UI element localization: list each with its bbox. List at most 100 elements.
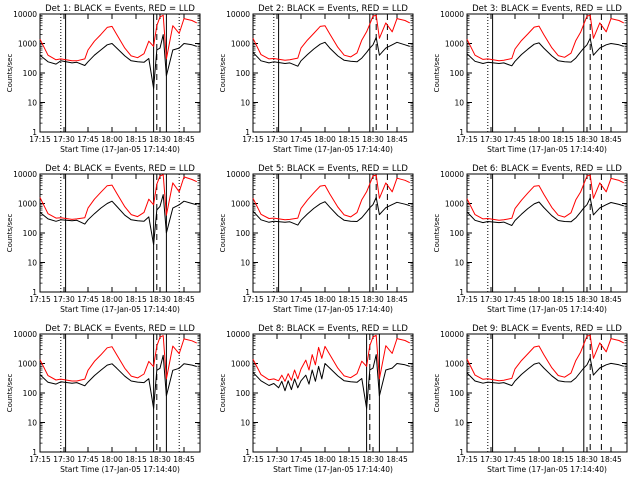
x-tick-label: 18:45 [386, 135, 408, 144]
x-tick-label: 17:30 [266, 455, 288, 464]
y-tick-label: 10000 [13, 330, 37, 339]
x-tick-label: 18:45 [386, 295, 408, 304]
y-tick-label: 1 [245, 128, 250, 137]
x-tick-label: 18:45 [386, 455, 408, 464]
y-tick-label: 1000 [231, 40, 250, 49]
x-tick-label: 18:30 [362, 455, 384, 464]
x-tick-label: 18:15 [338, 295, 360, 304]
x-tick-label: 18:00 [528, 295, 550, 304]
x-tick-label: 18:15 [338, 135, 360, 144]
x-tick-label: 17:45 [290, 455, 312, 464]
series-line-lld [252, 14, 411, 61]
y-axis-label: Counts/sec [433, 374, 441, 413]
x-tick-label: 17:15 [456, 455, 478, 464]
x-tick-label: 18:15 [125, 135, 147, 144]
x-tick-label: 17:30 [266, 135, 288, 144]
series-line-events [39, 194, 197, 246]
x-tick-label: 18:00 [101, 295, 123, 304]
y-tick-label: 100 [23, 389, 38, 398]
x-tick-label: 17:30 [480, 135, 502, 144]
chart-panel: Det 9: BLACK = Events, RED = LLD 1 10 100 10… [433, 324, 628, 474]
x-tick-label: 18:45 [600, 135, 622, 144]
chart-title: Det 9: BLACK = Events, RED = LLD [472, 324, 622, 334]
x-tick-label: 18:00 [314, 135, 336, 144]
y-tick-label: 1000 [18, 40, 37, 49]
y-axis-label: Counts/sec [433, 54, 441, 93]
x-axis-label: Start Time (17-Jan-05 17:14:40) [60, 145, 180, 154]
y-tick-label: 1 [459, 128, 464, 137]
y-axis-label: Counts/sec [6, 214, 14, 253]
chart-panel: Det 7: BLACK = Events, RED = LLD 1 10 100 10… [6, 324, 201, 474]
x-tick-label: 18:30 [149, 135, 171, 144]
series-line-events [252, 354, 410, 409]
x-axis-label: Start Time (17-Jan-05 17:14:40) [273, 145, 393, 154]
x-tick-label: 18:15 [125, 295, 147, 304]
y-axis-label: Counts/sec [219, 374, 227, 413]
series-line-events [252, 37, 410, 67]
chart-panel: Det 2: BLACK = Events, RED = LLD 1 10 100 10… [219, 4, 414, 154]
x-tick-label: 18:00 [314, 455, 336, 464]
x-axis-label: Start Time (17-Jan-05 17:14:40) [487, 305, 607, 314]
x-tick-label: 17:45 [504, 135, 526, 144]
x-tick-label: 17:45 [290, 135, 312, 144]
x-tick-label: 18:30 [576, 455, 598, 464]
y-axis-label: Counts/sec [6, 374, 14, 413]
y-axis-label: Counts/sec [219, 54, 227, 93]
y-tick-label: 1 [32, 448, 37, 457]
x-tick-label: 18:30 [149, 295, 171, 304]
x-tick-label: 18:15 [552, 135, 574, 144]
x-tick-label: 17:15 [29, 455, 51, 464]
series-line-lld [39, 174, 198, 220]
x-tick-label: 17:30 [53, 135, 75, 144]
x-axis-label: Start Time (17-Jan-05 17:14:40) [487, 465, 607, 474]
y-tick-label: 10 [454, 419, 464, 428]
x-tick-label: 18:30 [576, 295, 598, 304]
chart-title: Det 8: BLACK = Events, RED = LLD [258, 324, 408, 334]
y-tick-label: 10000 [440, 170, 464, 179]
x-tick-label: 17:30 [480, 455, 502, 464]
x-tick-label: 17:45 [77, 135, 99, 144]
x-axis-label: Start Time (17-Jan-05 17:14:40) [487, 145, 607, 154]
y-tick-label: 1 [459, 448, 464, 457]
x-tick-label: 18:00 [314, 295, 336, 304]
y-tick-label: 10000 [440, 330, 464, 339]
x-tick-label: 18:15 [552, 455, 574, 464]
y-axis-label: Counts/sec [219, 214, 227, 253]
y-tick-label: 10 [240, 99, 250, 108]
x-tick-label: 18:30 [362, 135, 384, 144]
y-tick-label: 100 [450, 389, 465, 398]
x-tick-label: 17:15 [456, 135, 478, 144]
chart-panel: Det 4: BLACK = Events, RED = LLD 1 10 100 10… [6, 164, 201, 314]
y-tick-label: 1000 [18, 200, 37, 209]
chart-title: Det 6: BLACK = Events, RED = LLD [472, 164, 622, 174]
y-tick-label: 10 [240, 259, 250, 268]
x-tick-label: 18:00 [528, 135, 550, 144]
x-tick-label: 17:15 [456, 295, 478, 304]
x-tick-label: 17:15 [29, 135, 51, 144]
x-tick-label: 18:45 [173, 135, 195, 144]
x-tick-label: 18:00 [101, 455, 123, 464]
x-tick-label: 17:15 [242, 295, 264, 304]
series-line-lld [252, 334, 411, 382]
y-tick-label: 10000 [440, 10, 464, 19]
series-line-lld [466, 334, 625, 382]
y-tick-label: 1000 [231, 200, 250, 209]
series-line-events [466, 37, 624, 67]
x-tick-label: 17:30 [266, 295, 288, 304]
chart-panel: Det 8: BLACK = Events, RED = LLD 1 10 100 10… [219, 324, 414, 474]
y-tick-label: 100 [23, 69, 38, 78]
y-tick-label: 1000 [231, 360, 250, 369]
y-tick-label: 1 [459, 288, 464, 297]
x-tick-label: 18:15 [338, 455, 360, 464]
y-axis-label: Counts/sec [6, 54, 14, 93]
x-tick-label: 18:30 [362, 295, 384, 304]
chart-title: Det 2: BLACK = Events, RED = LLD [258, 4, 408, 14]
y-tick-label: 100 [236, 389, 251, 398]
chart-title: Det 5: BLACK = Events, RED = LLD [258, 164, 408, 174]
x-tick-label: 18:45 [173, 455, 195, 464]
y-tick-label: 1000 [445, 200, 464, 209]
y-tick-label: 1 [245, 448, 250, 457]
x-tick-label: 18:45 [600, 455, 622, 464]
